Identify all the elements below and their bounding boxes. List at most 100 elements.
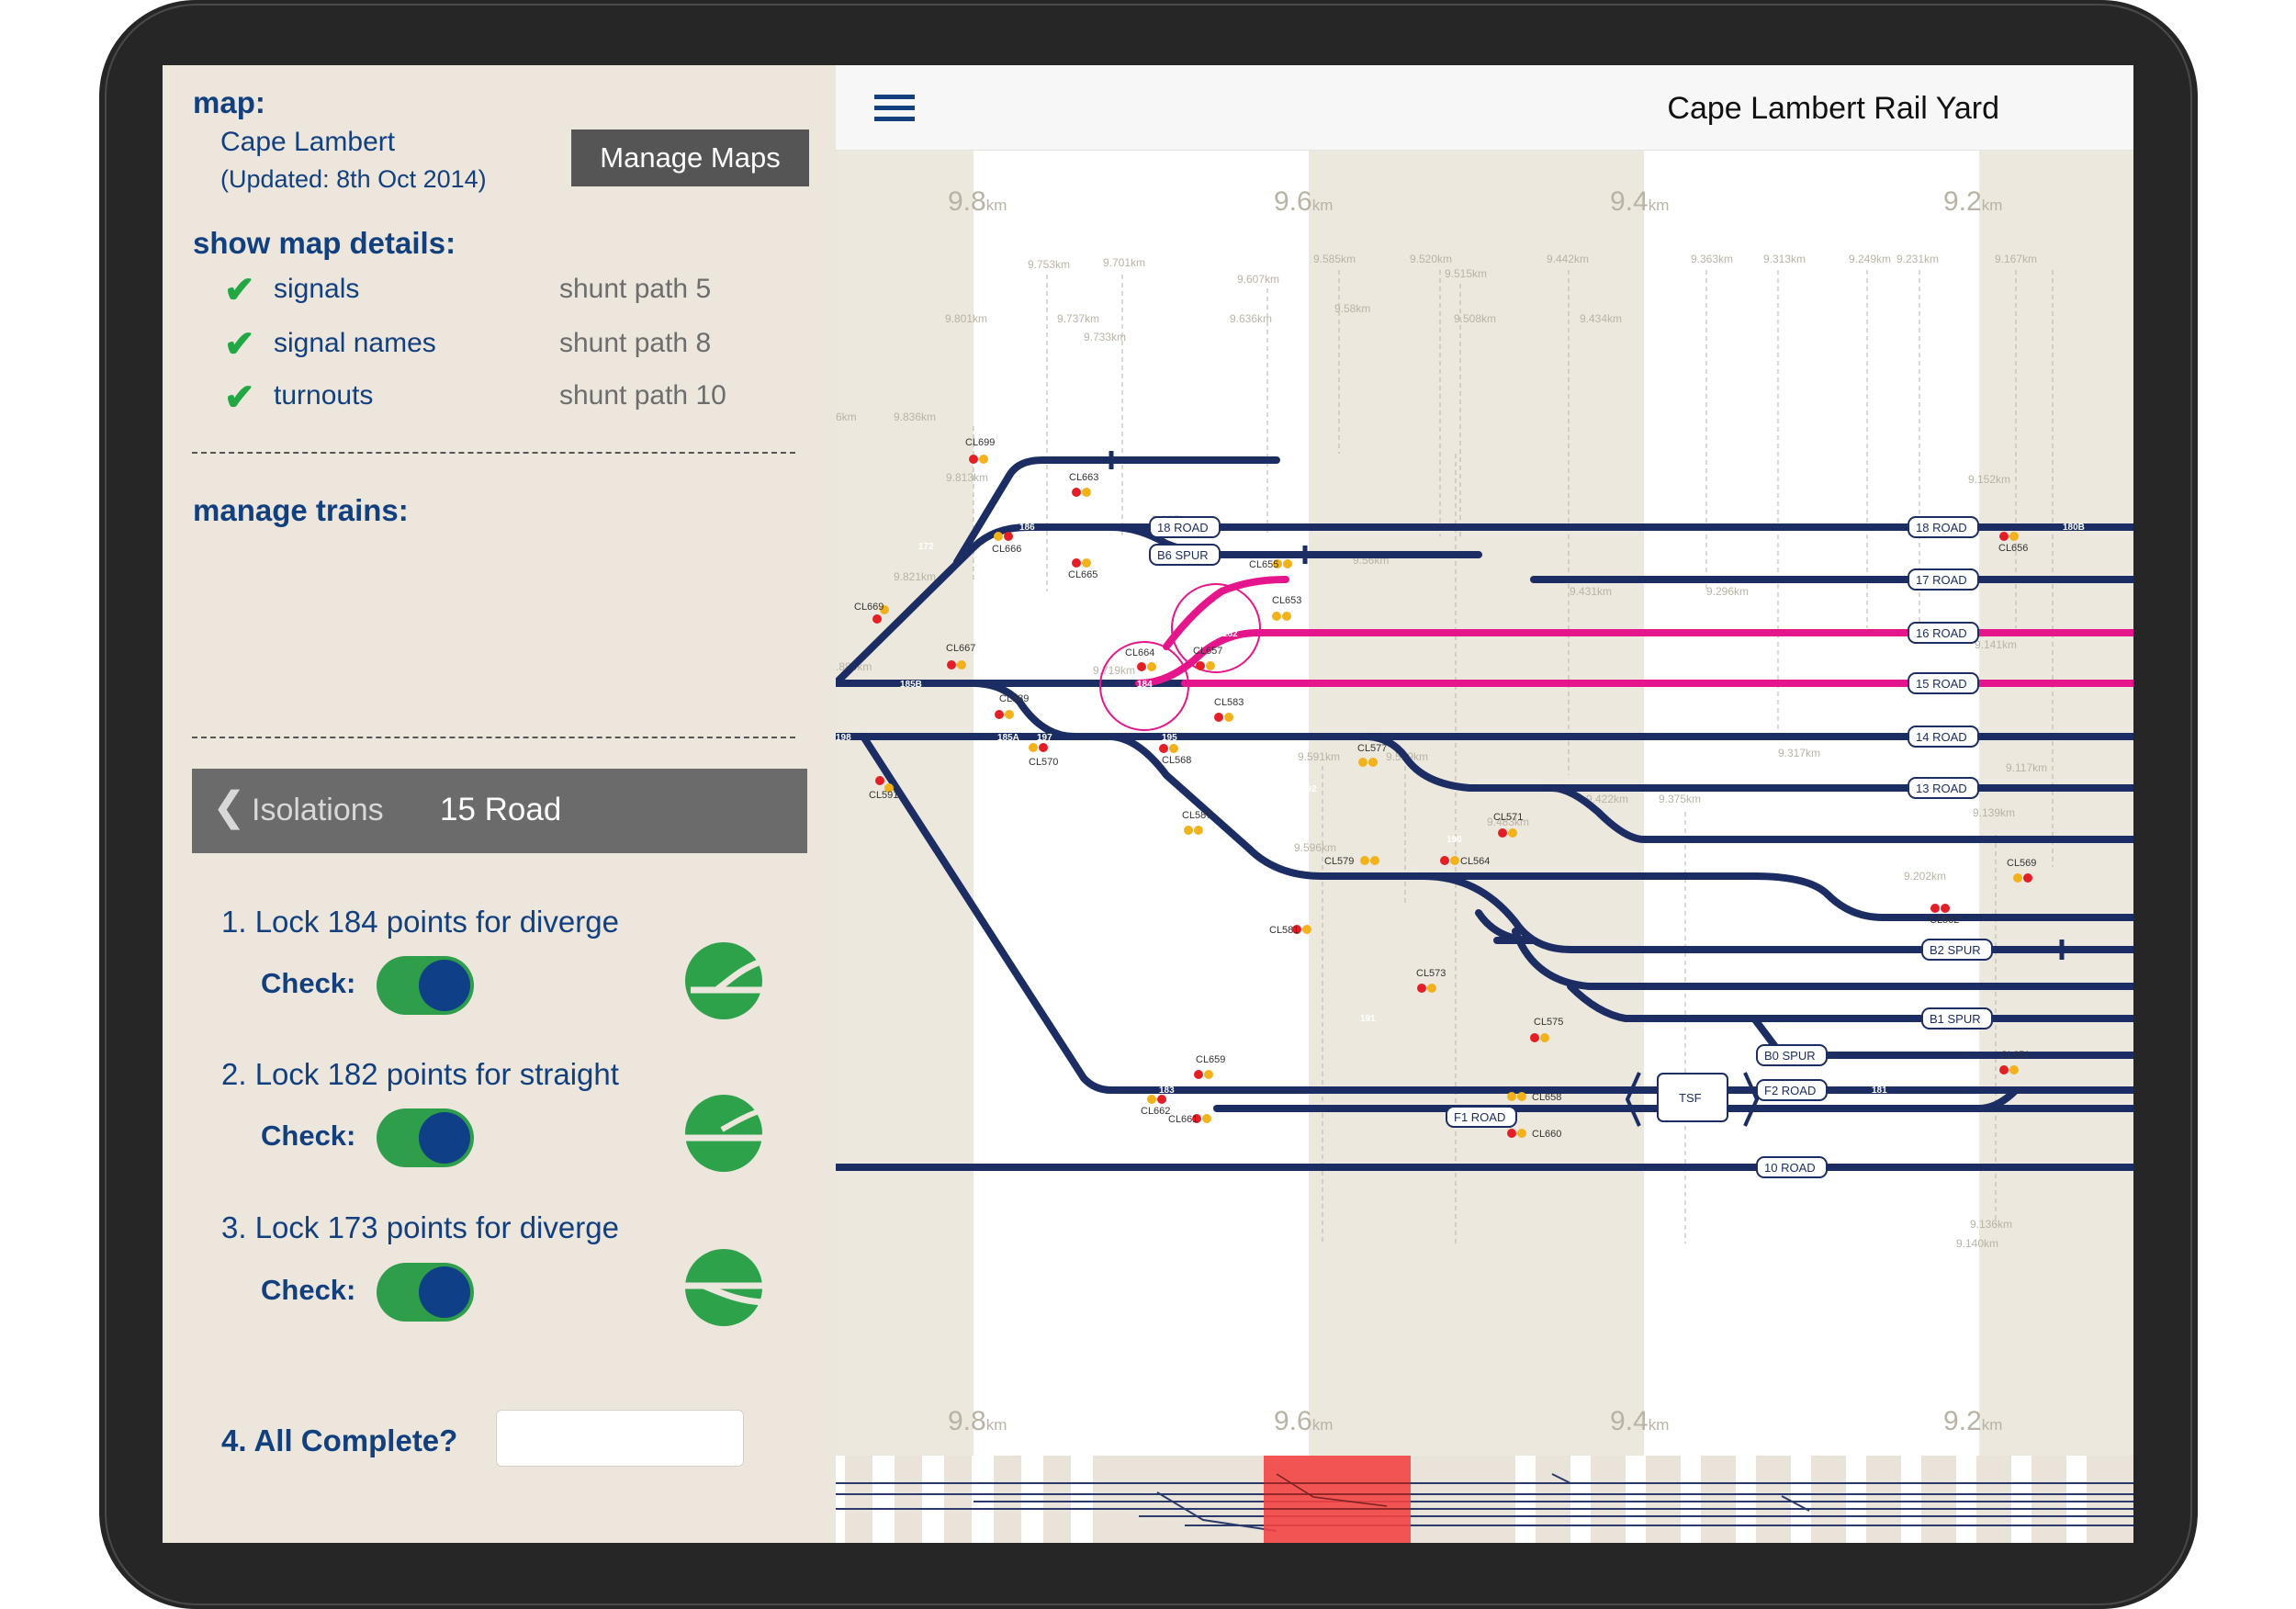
track-b2-spur-road [1420, 872, 2133, 953]
svg-text:CL657: CL657 [1193, 646, 1222, 657]
points-diverge-icon [685, 1249, 763, 1326]
signal-icon: CL665 [1068, 558, 1097, 580]
road-label: 16 ROAD [1908, 622, 1979, 644]
svg-text:9.313km: 9.313km [1763, 253, 1806, 265]
road-label: 14 ROAD [1908, 726, 1979, 748]
detail-signals-toggle[interactable]: signals [274, 274, 360, 304]
svg-text:CL583: CL583 [1214, 697, 1244, 708]
detail-shunt-path-5-toggle[interactable]: shunt path 5 [559, 274, 712, 304]
svg-text:9.591km: 9.591km [1298, 750, 1340, 763]
svg-text:9.141km: 9.141km [1975, 638, 2017, 651]
svg-text:9.140km: 9.140km [1956, 1237, 1998, 1250]
step-3-check-toggle[interactable] [377, 1263, 474, 1322]
rail-yard-map[interactable]: 9.8km 9.6km 9.4km 9.2km 9.8km 9.6km 9.4k… [836, 151, 2133, 1543]
track-12-road [1548, 784, 2133, 843]
hamburger-menu-icon[interactable] [874, 95, 915, 122]
svg-text:9.136km: 9.136km [1970, 1218, 2012, 1231]
svg-text:CL665: CL665 [1068, 569, 1097, 580]
svg-text:B6 SPUR: B6 SPUR [1157, 548, 1209, 562]
signal-icon: CL661 [1168, 1114, 1211, 1125]
km-band [1979, 151, 2133, 1478]
isolations-header: ❮ Isolations 15 Road [192, 769, 807, 853]
road-label: 13 ROAD [1908, 777, 1979, 799]
km-marker: 9.6km [1274, 186, 1333, 217]
svg-text:15 ROAD: 15 ROAD [1916, 677, 1967, 691]
road-label: F1 ROAD [1446, 1106, 1517, 1128]
svg-text:9.202km: 9.202km [1904, 870, 1946, 883]
svg-text:TSF: TSF [1679, 1091, 1702, 1105]
svg-text:B0 SPUR: B0 SPUR [1764, 1049, 1816, 1063]
svg-text:172: 172 [918, 542, 934, 552]
check-label: Check: [261, 1274, 356, 1306]
svg-text:9.375km: 9.375km [1659, 793, 1701, 805]
detail-signal-names-toggle[interactable]: signal names [274, 328, 436, 358]
detail-shunt-path-8-toggle[interactable]: shunt path 8 [559, 328, 712, 358]
signal-icon: CL589 [995, 693, 1029, 719]
svg-text:CL653: CL653 [1272, 595, 1301, 606]
svg-text:CL575: CL575 [1534, 1017, 1563, 1028]
svg-text:198: 198 [836, 733, 851, 743]
signal-icon: CL660 [1507, 1129, 1561, 1140]
minimap-drawing [836, 1456, 2133, 1543]
svg-text:9.249km: 9.249km [1849, 253, 1891, 265]
km-marker: 9.2km [1943, 1406, 2002, 1436]
svg-text:CL658: CL658 [1532, 1092, 1561, 1103]
svg-text:9.596km: 9.596km [1294, 841, 1336, 854]
signal-icon: CL655 [1249, 559, 1292, 570]
svg-text:CL589: CL589 [999, 693, 1029, 704]
svg-text:CL564: CL564 [1460, 856, 1490, 867]
signal-icon: CL663 [1069, 472, 1098, 497]
detail-turnouts-toggle[interactable]: turnouts [274, 380, 374, 411]
svg-text:CL587: CL587 [1182, 810, 1211, 821]
svg-text:193: 193 [1246, 945, 1262, 955]
rail-yard-map-panel: Cape Lambert Rail Yard 9.8km 9.6km 9.4km… [836, 65, 2133, 1543]
svg-text:CL581: CL581 [1269, 925, 1299, 936]
manage-maps-button[interactable]: Manage Maps [571, 129, 809, 186]
svg-text:9.434km: 9.434km [1580, 312, 1622, 325]
road-label: B6 SPUR [1149, 544, 1221, 566]
svg-text:CL664: CL664 [1125, 647, 1154, 658]
road-label: 17 ROAD [1908, 568, 1979, 591]
svg-text:195: 195 [1162, 733, 1177, 743]
signal-icon: CL581 [1269, 925, 1311, 936]
svg-text:9.508km: 9.508km [1454, 312, 1496, 325]
svg-text:CL577: CL577 [1357, 743, 1387, 754]
all-complete-input[interactable] [496, 1410, 744, 1467]
track-189-road [1319, 872, 2133, 921]
svg-text:9.737km: 9.737km [1057, 312, 1099, 325]
svg-text:B2 SPUR: B2 SPUR [1930, 943, 1981, 957]
isolations-back-button[interactable]: Isolations [252, 793, 384, 827]
route-16-road [1135, 629, 2133, 687]
chevron-left-icon[interactable]: ❮ [212, 784, 246, 829]
step-2-check-toggle[interactable] [377, 1108, 474, 1167]
svg-text:9.231km: 9.231km [1896, 253, 1939, 265]
svg-text:9.139km: 9.139km [1973, 806, 2015, 819]
step-1-check-toggle[interactable] [377, 956, 474, 1015]
svg-text:9.167km: 9.167km [1995, 253, 2037, 265]
svg-text:9.515km: 9.515km [1445, 267, 1487, 280]
svg-text:F1 ROAD: F1 ROAD [1454, 1110, 1505, 1124]
checkmark-icon: ✔ [224, 270, 255, 310]
svg-text:CL699: CL699 [965, 437, 995, 448]
svg-text:9.607km: 9.607km [1237, 273, 1279, 286]
svg-text:191: 191 [1360, 1014, 1376, 1024]
signal-icon: CL577 [1357, 743, 1387, 767]
checkmark-icon: ✔ [224, 377, 255, 418]
svg-text:CL569: CL569 [2007, 858, 2036, 869]
road-label: B2 SPUR [1921, 939, 1993, 961]
track-181 [1975, 1086, 2020, 1112]
signal-icon: CL570 [1029, 743, 1058, 768]
road-label: 18 ROAD [1908, 516, 1979, 538]
svg-text:192: 192 [1301, 784, 1317, 794]
road-label: F2 ROAD [1756, 1079, 1828, 1101]
svg-text:CL659: CL659 [1196, 1054, 1225, 1065]
point-182-highlight [1171, 583, 1261, 673]
svg-text:CL573: CL573 [1416, 968, 1446, 979]
isolation-step-1-label: 1. Lock 184 points for diverge [221, 905, 619, 939]
detail-shunt-path-10-toggle[interactable]: shunt path 10 [559, 380, 726, 411]
km-marker: 9.4km [1610, 186, 1669, 217]
signals: CL699 CL663 CL666 CL665 CL669 CL667 CL66… [854, 437, 2036, 1140]
svg-text:16 ROAD: 16 ROAD [1916, 626, 1967, 640]
svg-text:CL579: CL579 [1324, 856, 1354, 867]
overview-minimap[interactable] [836, 1456, 2133, 1543]
